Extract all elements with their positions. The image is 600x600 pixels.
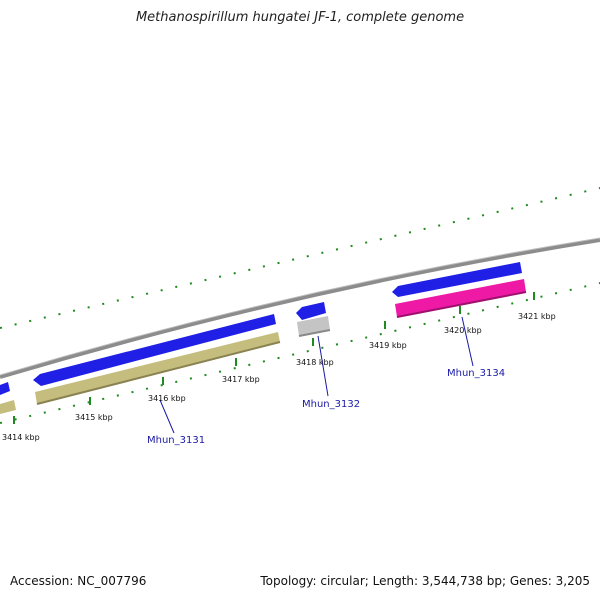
cds-feature[interactable] bbox=[33, 314, 276, 386]
accession-text: Accession: NC_007796 bbox=[10, 574, 147, 588]
tick-label: 3420 kbp bbox=[444, 326, 482, 335]
genome-summary-text: Topology: circular; Length: 3,544,738 bp… bbox=[260, 574, 590, 588]
tick-label: 3417 kbp bbox=[222, 375, 260, 384]
tick-label: 3418 kbp bbox=[296, 358, 334, 367]
gene-label-leader bbox=[317, 335, 329, 397]
tick-label: 3415 kbp bbox=[75, 413, 113, 422]
gene-label-mhun-3131[interactable]: Mhun_3131 bbox=[147, 435, 205, 446]
cds-feature[interactable] bbox=[392, 262, 522, 297]
map-title: Methanospirillum hungatei JF-1, complete… bbox=[135, 10, 465, 25]
gene-label-leader bbox=[159, 399, 175, 434]
gene-shadow bbox=[36, 341, 281, 405]
tick-label: 3421 kbp bbox=[518, 312, 556, 321]
gene-feature[interactable] bbox=[0, 400, 16, 414]
cds-feature[interactable] bbox=[0, 382, 10, 395]
tick-label: 3419 kbp bbox=[369, 341, 407, 350]
gene-label-leader bbox=[461, 316, 474, 367]
tick-label: 3414 kbp bbox=[2, 433, 40, 442]
genome-backbone bbox=[0, 238, 600, 379]
outer-dotted-track bbox=[0, 187, 600, 329]
cds-feature[interactable] bbox=[296, 302, 326, 320]
gene-label-mhun-3134[interactable]: Mhun_3134 bbox=[447, 368, 505, 379]
gene-feature-mhun-3131[interactable] bbox=[35, 332, 280, 404]
gene-feature-mhun-3134[interactable] bbox=[395, 279, 526, 317]
gene-label-mhun-3132[interactable]: Mhun_3132 bbox=[302, 399, 360, 410]
genome-backbone-highlight bbox=[0, 237, 600, 376]
major-ticks bbox=[13, 292, 535, 424]
gene-shadow bbox=[396, 291, 527, 318]
gene-shadow bbox=[298, 329, 331, 337]
tick-label: 3416 kbp bbox=[148, 394, 186, 403]
